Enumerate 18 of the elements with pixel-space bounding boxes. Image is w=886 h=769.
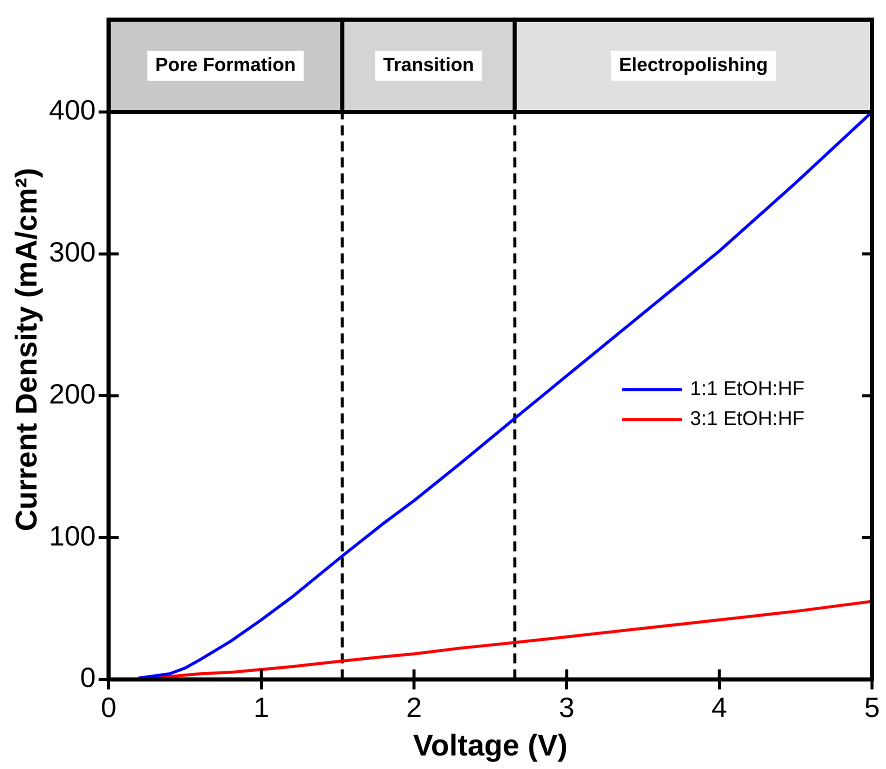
y-tick-label: 400: [49, 94, 96, 126]
y-tick-label: 300: [49, 236, 96, 268]
x-tick-label: 3: [558, 692, 574, 723]
x-tick-label: 0: [100, 692, 117, 723]
x-tick-label: 5: [864, 692, 880, 723]
y-axis-title: Current Density (mA/cm²): [10, 168, 44, 532]
x-tick-label: 2: [406, 692, 422, 723]
legend-label: 3:1 EtOH:HF: [690, 408, 804, 430]
band-label: Transition: [383, 55, 474, 76]
x-tick-label: 1: [254, 692, 270, 723]
y-tick-label: 200: [49, 378, 96, 410]
legend-label: 1:1 EtOH:HF: [690, 378, 804, 400]
y-tick-label: 0: [80, 662, 96, 694]
y-tick-label: 100: [49, 520, 96, 552]
band-label: Electropolishing: [618, 55, 768, 76]
band-label: Pore Formation: [155, 55, 296, 76]
x-tick-label: 4: [712, 692, 728, 723]
x-axis-title: Voltage (V): [413, 729, 568, 762]
